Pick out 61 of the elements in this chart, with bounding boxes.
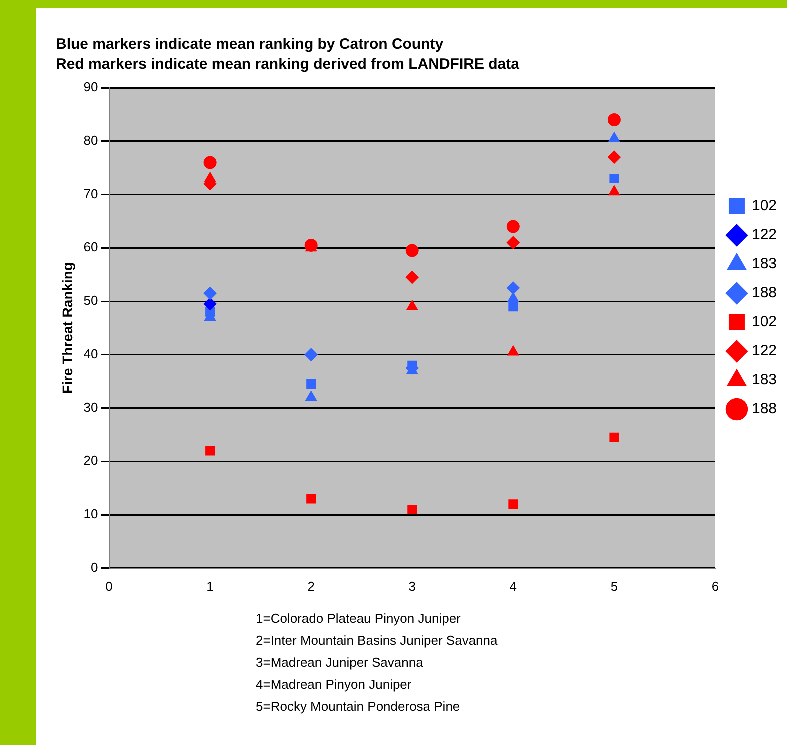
x-tick-label: 3 [408, 578, 416, 594]
point [408, 504, 418, 514]
y-tick-label: 0 [91, 560, 98, 575]
chart-title: Blue markers indicate mean ranking by Catron County [56, 36, 444, 54]
point [610, 432, 620, 442]
point [306, 391, 318, 402]
text: 5=Rocky Mountain Ponderosa Pine [256, 698, 462, 716]
point [306, 494, 316, 504]
y-tick-label: 70 [84, 186, 98, 202]
y-tick-label: 40 [84, 346, 98, 362]
legend-label: 122 [752, 226, 778, 244]
legend-label: 188 [752, 284, 778, 302]
point [508, 292, 520, 302]
point [304, 348, 318, 362]
point [610, 174, 620, 184]
y-axis-title: Fire Threat Ranking [59, 262, 76, 394]
text: 4=Madrean Pinyon Juniper [256, 676, 413, 694]
x-tick-label: 4 [510, 578, 518, 594]
x-tick-label: 5 [610, 578, 618, 594]
y-tick-label: 50 [84, 293, 98, 308]
point [506, 282, 520, 295]
legend-label: 102 [752, 198, 778, 215]
legend-label: 183 [752, 256, 778, 273]
point [508, 500, 518, 510]
point [608, 132, 620, 142]
point [206, 446, 216, 456]
legend-label: 183 [752, 372, 778, 389]
x-tick-label: 6 [712, 578, 720, 594]
y-tick-label: 20 [84, 453, 98, 468]
text: 3=Madrean Juniper Savanna [256, 654, 424, 672]
text: 1=Colorado Plateau Pinyon Juniper [256, 610, 462, 628]
point [306, 380, 316, 389]
legend-label: 188 [752, 400, 778, 418]
legend-label: 102 [752, 314, 778, 331]
y-tick-label: 90 [84, 80, 98, 95]
point [608, 186, 620, 196]
point [608, 114, 621, 127]
point [406, 270, 419, 284]
point [204, 172, 216, 182]
chart-subtitle: Red markers indicate mean ranking derived from LANDFIRE data [56, 56, 520, 74]
x-tick-label: 0 [106, 578, 113, 594]
point [508, 346, 520, 356]
point [508, 302, 518, 312]
x-tick-label: 2 [308, 578, 315, 594]
point [506, 220, 520, 234]
y-tick-label: 30 [84, 400, 98, 415]
point [204, 311, 216, 322]
point [506, 236, 520, 250]
point [204, 298, 217, 311]
legend-label: 122 [752, 342, 778, 360]
point [204, 156, 217, 170]
x-tick-label: 1 [206, 578, 214, 594]
text: 2=Inter Mountain Basins Juniper Savanna [256, 632, 498, 650]
y-tick-label: 10 [84, 506, 98, 522]
y-tick-label: 60 [84, 240, 98, 255]
point [304, 238, 318, 252]
point [204, 287, 217, 300]
y-tick-label: 80 [84, 132, 98, 148]
point [406, 244, 419, 258]
point [608, 150, 621, 164]
point [406, 300, 418, 310]
